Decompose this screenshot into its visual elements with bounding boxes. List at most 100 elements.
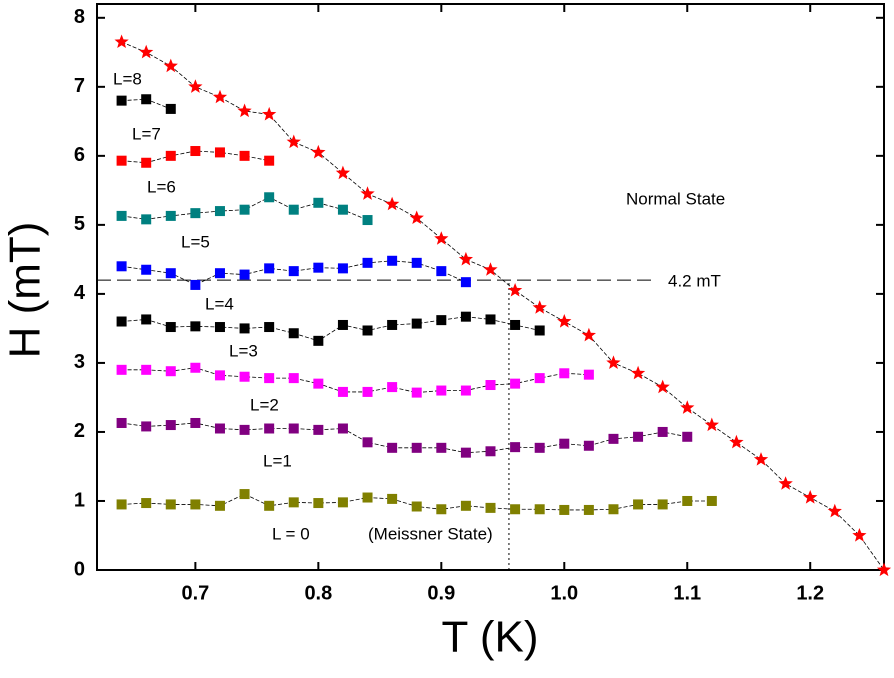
square-point: [657, 499, 668, 510]
square-point: [387, 382, 398, 393]
square-point: [190, 208, 201, 219]
square-point: [337, 386, 348, 397]
star-point: [852, 528, 867, 542]
square-point: [214, 370, 225, 381]
square-point: [337, 319, 348, 330]
square-point: [657, 426, 668, 437]
annotation: Normal State: [626, 189, 725, 208]
annotation: L=3: [229, 341, 258, 360]
square-point: [313, 378, 324, 389]
square-point: [510, 442, 521, 453]
square-point: [239, 323, 250, 334]
star-point: [729, 434, 744, 449]
square-point: [214, 500, 225, 511]
square-point: [190, 362, 201, 373]
annotation: L=6: [147, 177, 176, 196]
square-point: [264, 192, 275, 203]
square-point: [288, 204, 299, 215]
square-point: [682, 495, 693, 506]
star-point: [286, 134, 301, 149]
x-tick-label: 1.2: [796, 582, 824, 604]
square-point: [411, 442, 422, 453]
square-point: [214, 322, 225, 333]
annotation: L=8: [113, 69, 142, 88]
star-point: [508, 283, 523, 297]
star-point: [188, 79, 203, 93]
x-tick-label: 0.8: [304, 582, 332, 604]
square-point: [411, 501, 422, 512]
square-point: [362, 257, 373, 268]
square-point: [165, 210, 176, 221]
square-point: [239, 204, 250, 215]
square-point: [706, 495, 717, 506]
x-axis-label: T (K): [442, 613, 539, 662]
square-point: [436, 266, 447, 277]
star-point: [360, 186, 375, 200]
square-point: [116, 210, 127, 221]
square-point: [116, 95, 127, 106]
square-point: [510, 378, 521, 389]
square-point: [436, 385, 447, 396]
star-point: [163, 58, 178, 73]
square-point: [460, 277, 471, 288]
square-point: [608, 504, 619, 515]
series-line: [121, 260, 467, 286]
star-point: [311, 144, 326, 159]
annotation: L=2: [250, 395, 279, 414]
annotation: L=7: [132, 124, 161, 143]
square-point: [190, 279, 201, 290]
square-point: [510, 319, 521, 330]
square-point: [214, 268, 225, 279]
star-point: [434, 231, 449, 245]
square-point: [264, 373, 275, 384]
x-tick-label: 1.1: [673, 582, 701, 604]
square-point: [387, 493, 398, 504]
square-point: [313, 262, 324, 273]
square-point: [460, 447, 471, 458]
square-point: [485, 314, 496, 325]
square-point: [141, 364, 152, 375]
square-point: [165, 366, 176, 377]
square-point: [559, 504, 570, 515]
square-point: [362, 492, 373, 503]
square-point: [362, 437, 373, 448]
square-point: [116, 499, 127, 510]
square-point: [485, 502, 496, 513]
square-point: [436, 442, 447, 453]
star-point: [630, 365, 646, 380]
square-point: [239, 269, 250, 280]
square-point: [116, 417, 127, 428]
square-point: [337, 204, 348, 215]
square-point: [214, 206, 225, 217]
square-point: [190, 417, 201, 428]
square-point: [313, 197, 324, 208]
x-tick-label: 1.0: [550, 582, 578, 604]
y-tick-label: 6: [74, 144, 85, 166]
square-point: [534, 373, 545, 384]
square-point: [141, 498, 152, 509]
star-point: [876, 562, 892, 577]
square-point: [116, 155, 127, 166]
annotation: L=5: [181, 232, 210, 251]
square-point: [141, 214, 152, 225]
square-point: [337, 497, 348, 508]
square-point: [682, 431, 693, 442]
star-point: [114, 34, 129, 48]
series-line: [121, 41, 885, 571]
square-point: [116, 364, 127, 375]
y-tick-label: 5: [74, 213, 85, 235]
square-point: [264, 263, 275, 274]
star-point: [557, 314, 572, 328]
annotation: L=1: [263, 451, 292, 470]
series-line: [121, 316, 540, 342]
square-point: [337, 263, 348, 274]
star-point: [704, 417, 719, 432]
square-point: [559, 438, 570, 449]
square-point: [485, 446, 496, 457]
square-point: [460, 385, 471, 396]
star-point: [458, 251, 473, 266]
square-point: [165, 103, 176, 114]
square-point: [460, 500, 471, 511]
star-point: [237, 103, 252, 118]
